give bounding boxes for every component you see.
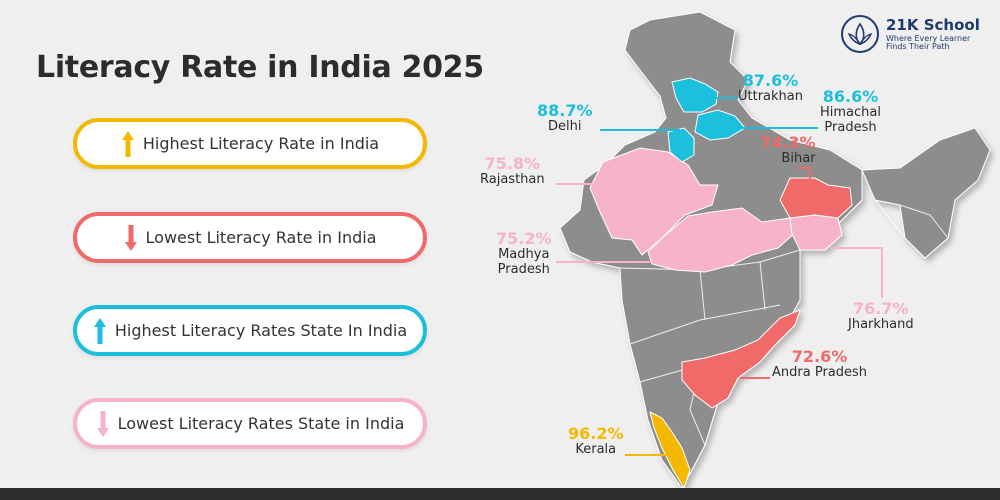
page-title: Literacy Rate in India 2025 (36, 50, 484, 85)
legend-highest-state: Highest Literacy Rates State In India (73, 305, 427, 356)
jharkhand-name: Jharkhand (848, 317, 914, 333)
kerala-percent: 96.2% (568, 424, 624, 443)
state-bihar (779, 177, 853, 219)
state-uttrakhan (671, 77, 719, 113)
label-bihar: 74.3% Bihar (760, 133, 816, 167)
jharkhand-percent: 76.7% (853, 299, 909, 318)
logo-tagline-1: Where Every Learner (886, 33, 971, 43)
label-kerala: 96.2% Kerala (568, 424, 624, 458)
down-arrow-icon (96, 410, 109, 437)
uttrakhan-percent: 87.6% (742, 71, 799, 90)
legend-label: Lowest Literacy Rates State in India (117, 414, 405, 433)
label-uttrakhan: 87.6% Uttrakhan (738, 71, 803, 105)
label-himachal-pradesh: 86.6% Himachal Pradesh (820, 87, 881, 136)
himachal-percent: 86.6% (822, 87, 879, 106)
label-andra-pradesh: 72.6% Andra Pradesh (772, 347, 868, 381)
logo-name: 21K School (886, 15, 980, 34)
delhi-name: Delhi (548, 119, 582, 135)
leader-line-bihar (798, 167, 811, 185)
lotus-icon (841, 15, 879, 53)
label-delhi: 88.7% Delhi (537, 101, 593, 135)
state-delhi (667, 127, 695, 163)
label-madhya-pradesh: 75.2% Madhya Pradesh (496, 229, 552, 278)
kerala-name: Kerala (575, 442, 617, 458)
leader-line-jharkhand (830, 247, 883, 298)
leader-lines (556, 97, 883, 456)
footer-bar (0, 488, 1000, 500)
bihar-percent: 74.3% (760, 133, 816, 152)
uttrakhan-name: Uttrakhan (738, 89, 803, 105)
himachal-name-line2: Pradesh (824, 120, 877, 136)
bihar-name: Bihar (781, 151, 816, 167)
madhya-pradesh-name-line2: Pradesh (497, 262, 550, 278)
madhya-pradesh-percent: 75.2% (496, 229, 552, 248)
up-arrow-icon (93, 317, 106, 344)
himachal-name-line1: Himachal (820, 105, 881, 121)
up-arrow-icon (121, 130, 134, 157)
legend-lowest-state: Lowest Literacy Rates State in India (73, 398, 427, 449)
brand-logo: 21K School Where Every Learner Finds The… (840, 14, 980, 54)
delhi-percent: 88.7% (537, 101, 593, 120)
rajasthan-name: Rajasthan (480, 172, 545, 188)
label-jharkhand: 76.7% Jharkhand (848, 299, 914, 333)
state-himachal-pradesh (694, 109, 746, 141)
state-andra-pradesh (681, 309, 801, 409)
legend-lowest-rate: Lowest Literacy Rate in India (73, 212, 427, 263)
state-jharkhand (789, 214, 843, 251)
andra-pradesh-name: Andra Pradesh (772, 365, 868, 381)
state-kerala (649, 411, 691, 490)
legend-label: Lowest Literacy Rate in India (145, 228, 377, 247)
rajasthan-percent: 75.8% (484, 154, 541, 173)
legend-highest-rate: Highest Literacy Rate in India (73, 118, 427, 169)
legend-label: Highest Literacy Rate in India (142, 134, 380, 153)
down-arrow-icon (124, 224, 137, 251)
logo-tagline-2: Finds Their Path (886, 41, 950, 51)
legend-label: Highest Literacy Rates State In India (114, 321, 408, 340)
andra-pradesh-percent: 72.6% (791, 347, 848, 366)
madhya-pradesh-name-line1: Madhya (498, 247, 550, 263)
label-rajasthan: 75.8% Rajasthan (480, 154, 545, 188)
map-northeast (861, 127, 991, 259)
